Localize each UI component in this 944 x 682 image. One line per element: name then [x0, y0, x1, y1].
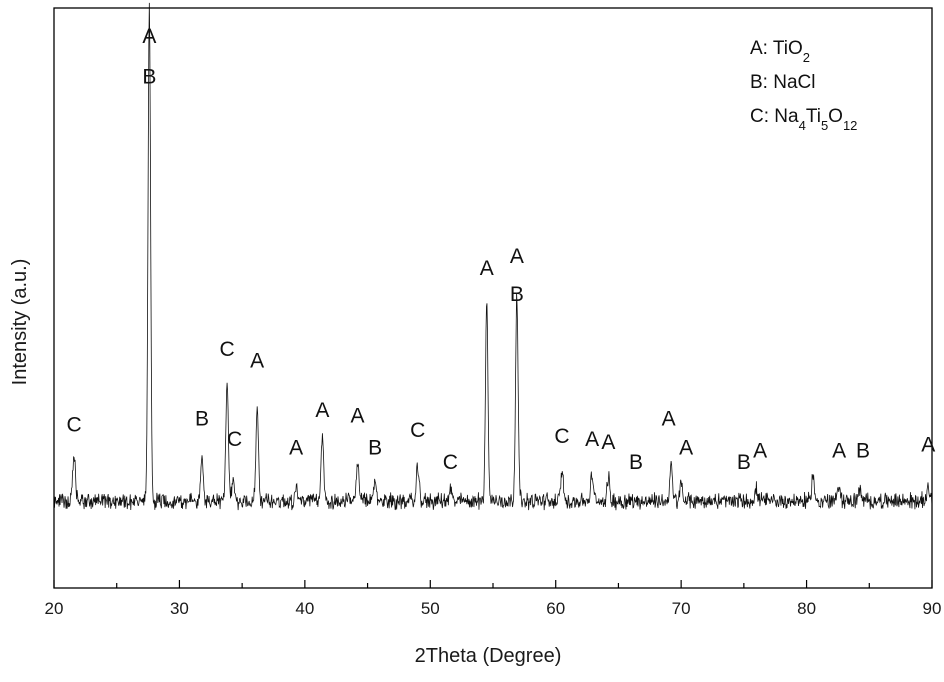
x-tick-label: 20	[45, 599, 64, 618]
peak-label-C: C	[220, 338, 235, 361]
legend-code: C:	[750, 106, 774, 127]
peak-label-C: C	[410, 419, 425, 442]
x-tick-label: 90	[923, 599, 942, 618]
legend-entry: A: TiO2	[750, 38, 810, 65]
x-axis-title: 2Theta (Degree)	[415, 645, 562, 667]
peak-label-A: A	[351, 405, 365, 428]
x-tick-label: 70	[672, 599, 691, 618]
peak-label-B: B	[629, 451, 643, 474]
peak-label-B: B	[368, 437, 382, 460]
x-tick-label: 60	[546, 599, 565, 618]
xrd-trace	[53, 2, 933, 511]
legend-subscript: 2	[803, 50, 810, 65]
peak-label-C: C	[554, 425, 569, 448]
peak-label-A: A	[289, 437, 303, 460]
y-axis-title: Intensity (a.u.)	[9, 259, 31, 386]
legend-code: A:	[750, 38, 773, 59]
peak-label-C: C	[443, 451, 458, 474]
peak-label-A: A	[142, 25, 156, 48]
peak-label-A: A	[662, 408, 676, 431]
xrd-trace-layer	[53, 2, 933, 511]
x-tick-label: 40	[295, 599, 314, 618]
peak-label-B: B	[737, 451, 751, 474]
peak-label-A: A	[250, 350, 264, 373]
legend-entry: C: Na4Ti5O12	[750, 106, 857, 133]
x-ticks-layer: 20 30 40 50 60 70 80 90	[45, 580, 942, 618]
legend-formula-part: O	[828, 106, 843, 127]
peak-label-A: A	[510, 245, 524, 268]
legend-formula: TiO	[773, 38, 803, 59]
peak-label-A: A	[601, 431, 615, 454]
legend-code: B:	[750, 72, 773, 93]
peak-label-C: C	[227, 428, 242, 451]
peak-label-A: A	[480, 257, 494, 280]
peak-label-A: A	[585, 428, 599, 451]
legend-formula-part: Na	[774, 106, 799, 127]
peak-label-A: A	[753, 440, 767, 463]
legend-subscript: 12	[843, 118, 857, 133]
peak-label-B: B	[195, 408, 209, 431]
peak-label-C: C	[66, 413, 81, 436]
legend-formula: NaCl	[773, 72, 815, 93]
peak-label-A: A	[315, 399, 329, 422]
peak-label-B: B	[856, 440, 870, 463]
peak-label-A: A	[679, 437, 693, 460]
peak-label-B: B	[510, 283, 524, 306]
legend-subscript: 5	[821, 118, 828, 133]
peak-label-B: B	[142, 65, 156, 88]
peak-label-A: A	[832, 440, 846, 463]
x-tick-label: 30	[170, 599, 189, 618]
x-tick-label: 50	[421, 599, 440, 618]
peak-label-A: A	[921, 434, 935, 457]
legend-formula-part: Ti	[806, 106, 821, 127]
legend-entry: B: NaCl	[750, 72, 815, 93]
x-tick-label: 80	[797, 599, 816, 618]
legend-subscript: 4	[799, 118, 806, 133]
